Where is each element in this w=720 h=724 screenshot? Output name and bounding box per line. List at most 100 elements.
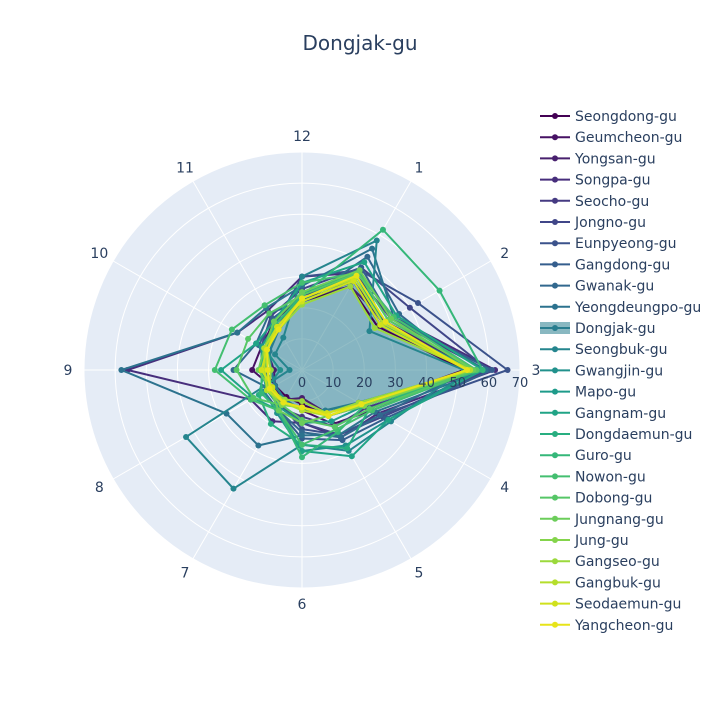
legend-label: Jungnang-gu — [574, 512, 664, 528]
series-yangcheon-gu — [263, 272, 471, 419]
data-point — [464, 367, 471, 373]
radial-tick-label: 40 — [418, 376, 435, 391]
legend-marker — [552, 494, 558, 501]
legend-item[interactable]: Yongsan-gu — [540, 151, 656, 167]
legend-marker — [552, 409, 558, 416]
data-point — [228, 326, 235, 333]
data-point — [233, 367, 240, 373]
data-point — [325, 412, 332, 419]
legend-label: Yangcheon-gu — [574, 618, 673, 634]
data-point — [379, 226, 386, 233]
legend-item[interactable]: Seodaemun-gu — [540, 597, 681, 613]
data-point — [369, 245, 376, 252]
angular-tick-label: 2 — [500, 246, 509, 262]
legend-item[interactable]: Seongdong-gu — [540, 109, 677, 125]
legend-item[interactable]: Dongjak-gu — [540, 321, 656, 337]
legend-item[interactable]: Seocho-gu — [540, 194, 649, 210]
data-point — [356, 267, 363, 274]
data-point — [364, 253, 371, 260]
legend-label: Gangnam-gu — [575, 406, 666, 422]
legend[interactable]: Seongdong-gu Geumcheon-gu Yongsan-gu Songpa… — [540, 109, 701, 634]
legend-marker — [552, 621, 558, 628]
data-point — [388, 315, 395, 322]
legend-label: Geumcheon-gu — [575, 130, 682, 146]
legend-marker — [552, 515, 558, 522]
data-point — [261, 302, 268, 309]
legend-item[interactable]: Jung-gu — [540, 533, 629, 549]
angular-tick-label: 11 — [176, 160, 194, 176]
data-point — [266, 385, 273, 392]
legend-label: Gwanak-gu — [575, 279, 654, 295]
angular-tick-label: 9 — [64, 363, 73, 379]
legend-item[interactable]: Dongdaemun-gu — [540, 427, 692, 443]
legend-marker — [552, 431, 558, 437]
data-point — [299, 295, 305, 302]
data-point — [218, 367, 225, 373]
legend-label: Nowon-gu — [575, 469, 646, 485]
legend-marker — [552, 113, 558, 119]
legend-item[interactable]: Gwanak-gu — [540, 279, 654, 295]
legend-item[interactable]: Guro-gu — [540, 448, 632, 464]
angular-tick-label: 1 — [415, 160, 424, 176]
legend-item[interactable]: Dobong-gu — [540, 491, 652, 507]
radial-tick-label: 10 — [325, 376, 342, 391]
legend-label: Gangdong-gu — [575, 257, 670, 273]
data-point — [358, 401, 365, 408]
data-point — [263, 346, 270, 353]
legend-label: Yeongdeungpo-gu — [574, 300, 701, 316]
data-point — [299, 289, 305, 296]
legend-marker — [552, 303, 558, 310]
legend-item[interactable]: Yeongdeungpo-gu — [540, 300, 701, 316]
data-point — [373, 237, 380, 244]
legend-item[interactable]: Geumcheon-gu — [540, 130, 682, 146]
legend-item[interactable]: Gangdong-gu — [540, 257, 670, 273]
legend-item[interactable]: Jongno-gu — [540, 215, 646, 231]
radial-tick-label: 70 — [512, 376, 529, 391]
data-point — [234, 329, 241, 336]
legend-label: Jongno-gu — [574, 215, 646, 231]
legend-marker — [552, 537, 558, 543]
data-point — [479, 367, 486, 373]
legend-marker — [552, 197, 558, 204]
legend-item[interactable]: Eunpyeong-gu — [540, 236, 677, 252]
legend-item[interactable]: Mapo-gu — [540, 385, 636, 401]
data-point — [371, 324, 378, 331]
legend-label: Seongdong-gu — [575, 109, 677, 125]
legend-item[interactable]: Gangnam-gu — [540, 406, 666, 422]
data-point — [253, 340, 260, 347]
data-point — [230, 485, 237, 492]
legend-label: Guro-gu — [575, 448, 632, 464]
radial-tick-label: 30 — [387, 376, 404, 391]
legend-marker — [552, 388, 558, 395]
data-point — [406, 304, 413, 311]
legend-item[interactable]: Nowon-gu — [540, 469, 646, 485]
legend-item[interactable]: Seongbuk-gu — [540, 342, 668, 358]
legend-item[interactable]: Gangbuk-gu — [540, 575, 661, 591]
legend-item[interactable]: Songpa-gu — [540, 173, 651, 189]
legend-item[interactable]: Yangcheon-gu — [540, 618, 673, 634]
legend-item[interactable]: Gangseo-gu — [540, 554, 660, 570]
legend-marker — [552, 367, 558, 374]
data-point — [361, 259, 368, 266]
legend-label: Dongjak-gu — [575, 321, 656, 337]
angular-tick-label: 5 — [415, 566, 424, 582]
legend-marker — [552, 176, 558, 183]
data-point — [183, 433, 190, 440]
legend-item[interactable]: Jungnang-gu — [540, 512, 664, 528]
legend-marker — [552, 473, 558, 480]
data-point — [436, 287, 443, 294]
data-point — [272, 351, 279, 358]
data-point — [258, 390, 265, 397]
radial-tick-label: 0 — [298, 376, 306, 391]
data-point — [280, 399, 287, 406]
chart-title: Dongjak-gu — [303, 31, 418, 55]
legend-item[interactable]: Gwangjin-gu — [540, 363, 663, 379]
data-point — [299, 273, 305, 280]
angular-tick-label: 7 — [181, 566, 190, 582]
legend-label: Jung-gu — [574, 533, 629, 549]
legend-marker — [552, 325, 558, 331]
data-point — [377, 412, 384, 419]
data-point — [414, 300, 421, 307]
data-point — [348, 453, 355, 460]
